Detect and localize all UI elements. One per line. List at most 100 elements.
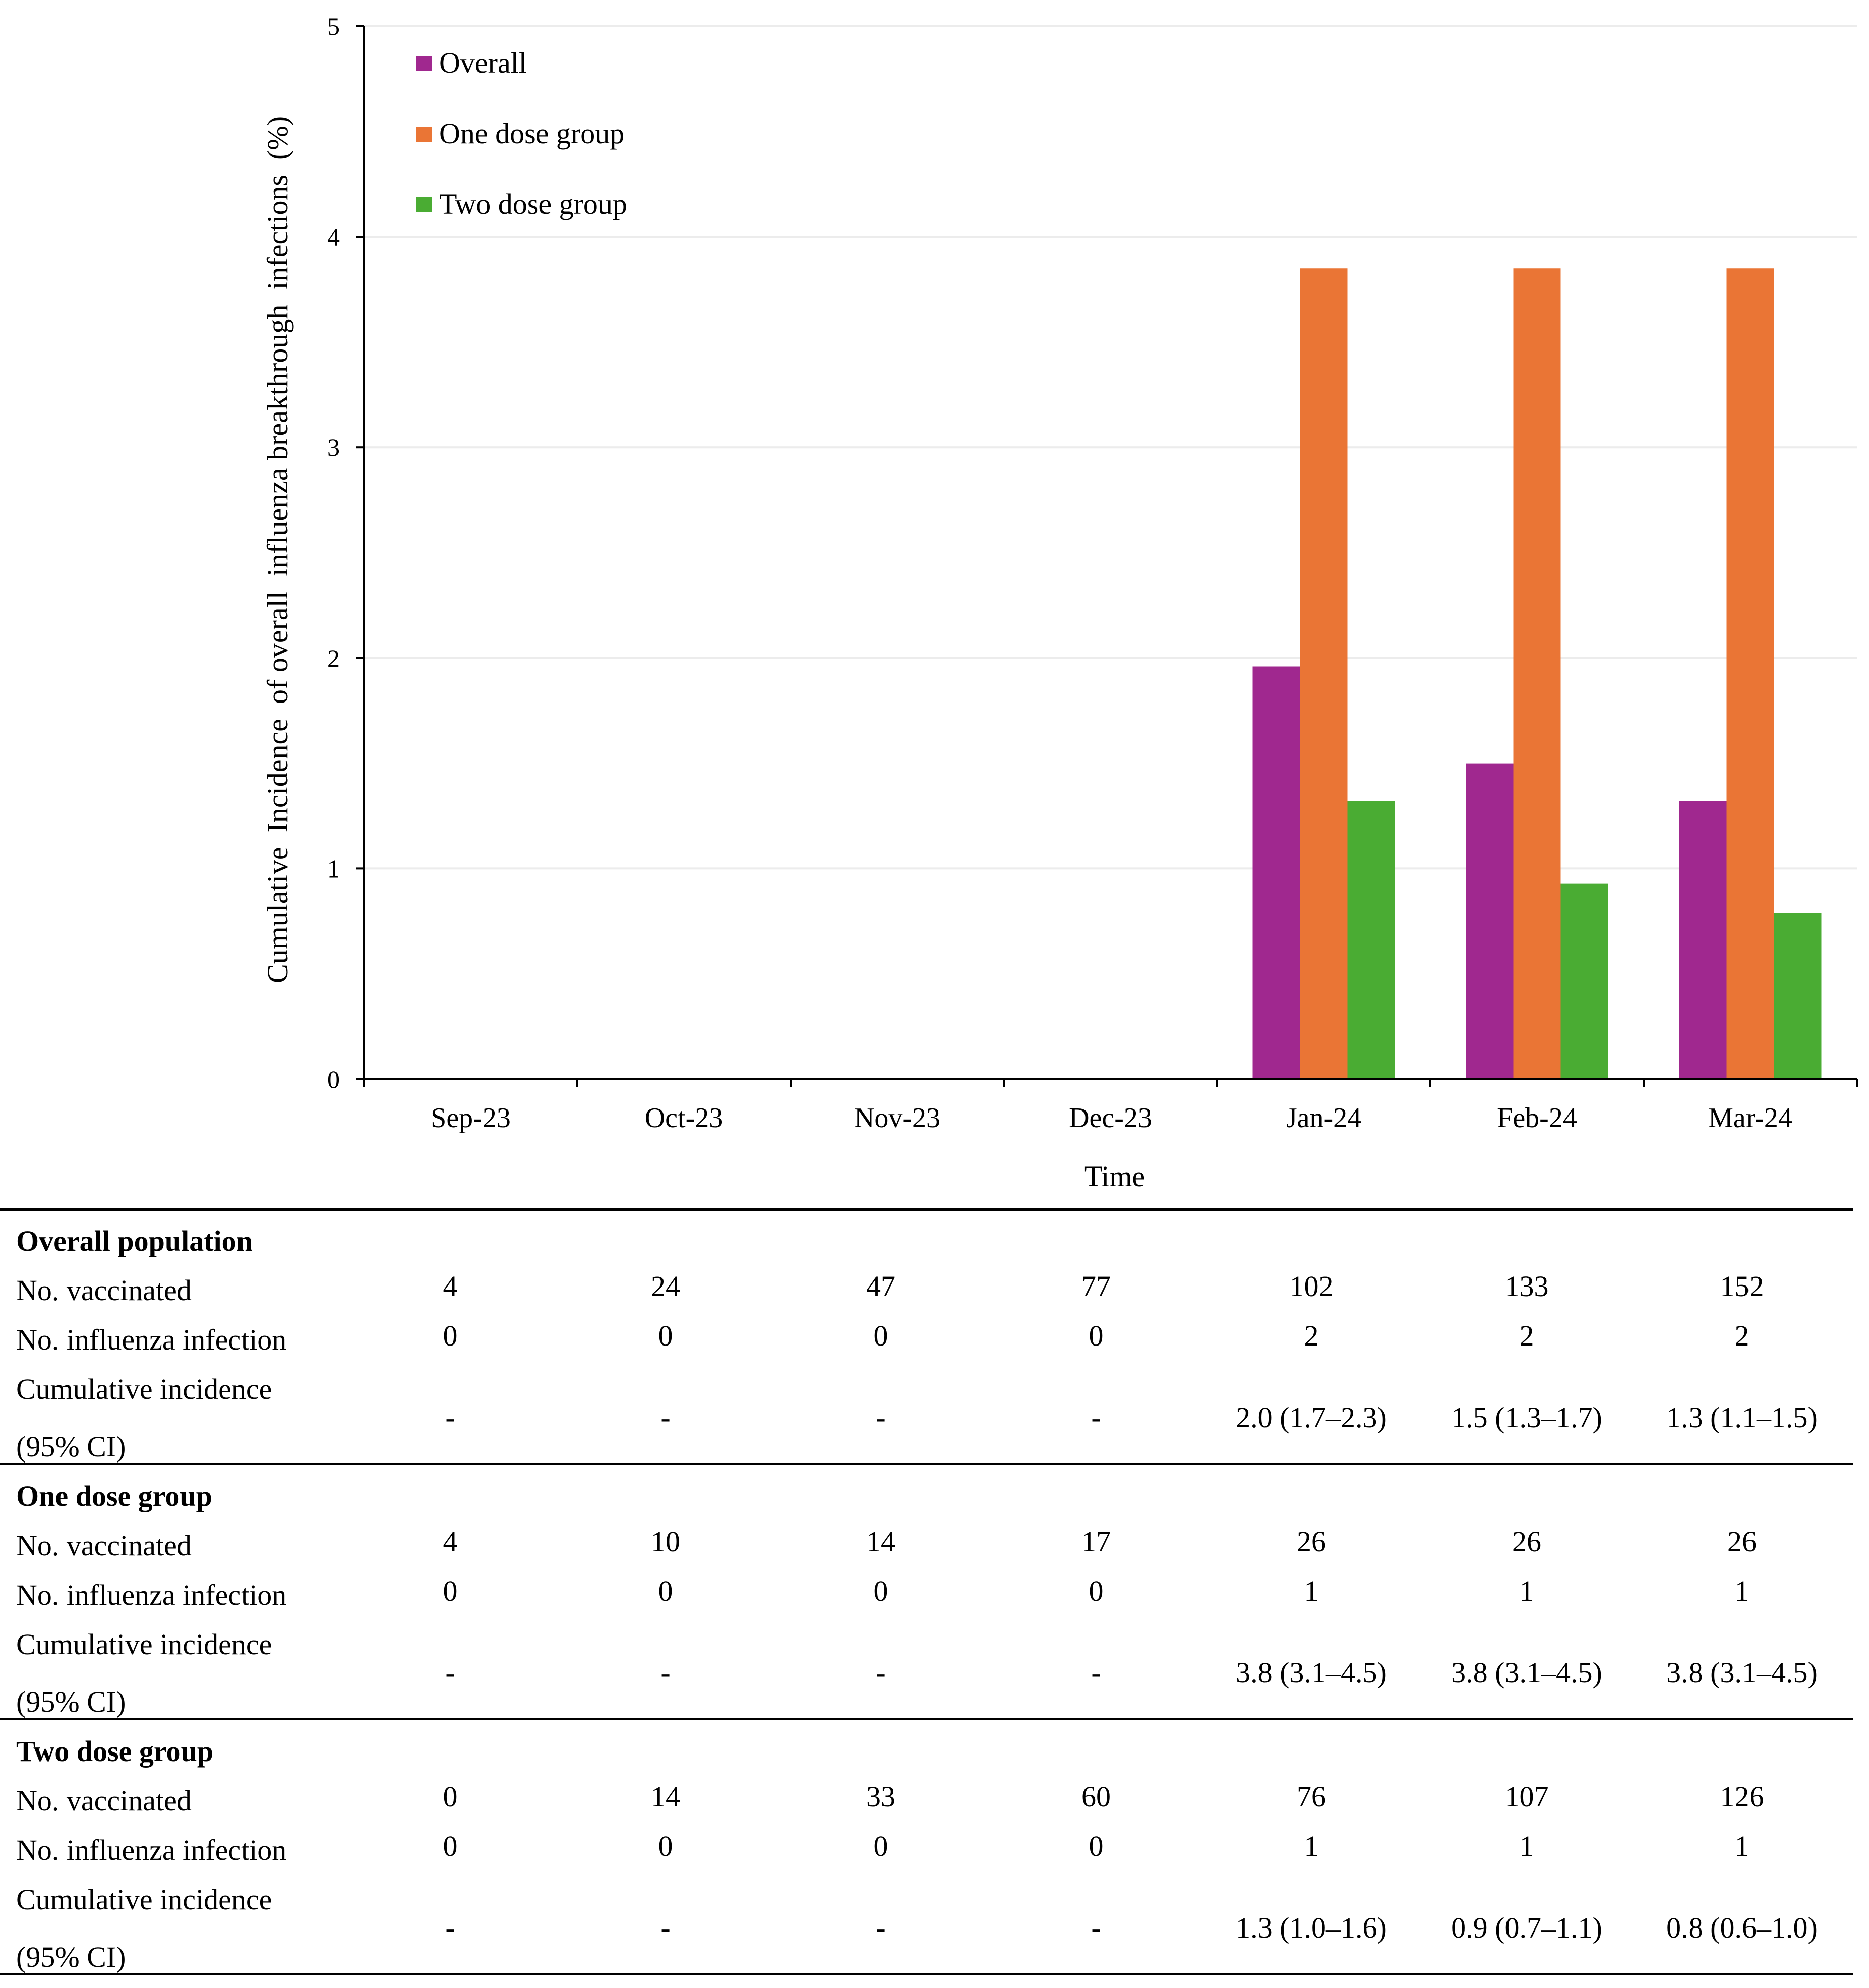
table-cell: 1.5 (1.3–1.7) (1451, 1401, 1602, 1434)
table-cell: 3.8 (3.1–4.5) (1451, 1656, 1602, 1689)
table-cell: 0.9 (0.7–1.1) (1451, 1911, 1602, 1944)
legend-swatch (416, 197, 432, 212)
table-cell: 0 (443, 1780, 458, 1813)
table-cell: 77 (1081, 1270, 1111, 1303)
x-tick-label: Sep-23 (431, 1102, 511, 1134)
x-tick-label: Feb-24 (1497, 1102, 1577, 1134)
bar (1560, 883, 1608, 1079)
y-axis-title: Cumulative Incidence of overall influenz… (261, 116, 294, 983)
bar (1679, 801, 1727, 1079)
table-cell: 2.0 (1.7–2.3) (1236, 1401, 1387, 1434)
table-cell: 2 (1734, 1319, 1750, 1352)
x-tick-labels: Sep-23 Oct-23 Nov-23 Dec-23 Jan-24 Feb-24 Mar-… (431, 1102, 1792, 1134)
x-tick-label: Jan-24 (1286, 1102, 1361, 1134)
table-cell: 133 (1504, 1270, 1549, 1303)
table-cell: 0 (658, 1574, 673, 1607)
table-cell: 1.3 (1.1–1.5) (1666, 1401, 1818, 1434)
table-cell: 47 (866, 1270, 895, 1303)
bars (1252, 268, 1822, 1079)
bar (1513, 268, 1561, 1079)
table-cell: 126 (1720, 1780, 1764, 1813)
bar (1726, 268, 1774, 1079)
table-cell: 24 (651, 1270, 680, 1303)
table-cell: - (876, 1911, 886, 1944)
table-cell: 2 (1519, 1319, 1534, 1352)
table-cell: 3.8 (3.1–4.5) (1236, 1656, 1387, 1689)
section-title: One dose group (16, 1480, 212, 1512)
table-cell: 14 (651, 1780, 680, 1813)
y-tick-label: 2 (327, 644, 340, 672)
table-cell: - (1091, 1401, 1101, 1434)
table-cell: 1 (1304, 1830, 1319, 1862)
table-cell: - (660, 1911, 671, 1944)
y-tick-label: 1 (327, 854, 340, 883)
row-label: No. influenza infection (16, 1834, 287, 1866)
table-cell: 1 (1304, 1574, 1319, 1607)
row-label: No. vaccinated (16, 1529, 192, 1562)
table-rule (0, 1973, 1853, 1975)
table-cell: - (445, 1656, 455, 1689)
table-cell: 1.3 (1.0–1.6) (1236, 1911, 1387, 1944)
row-label-line2: (95% CI) (16, 1685, 126, 1718)
y-tick-label: 0 (327, 1065, 340, 1093)
legend-label: Two dose group (439, 188, 627, 220)
table-cell: 0 (443, 1574, 458, 1607)
table-cell: 0 (1089, 1319, 1104, 1352)
legend: Overall One dose group Two dose group (416, 46, 627, 220)
table-cell: 0 (873, 1574, 888, 1607)
table-cell: - (660, 1656, 671, 1689)
table-cell: - (876, 1656, 886, 1689)
row-label: Cumulative incidence (16, 1883, 272, 1916)
table-cell: - (1091, 1911, 1101, 1944)
table-rule (0, 1463, 1853, 1465)
table-cell: 17 (1081, 1525, 1111, 1558)
x-tick-label: Mar-24 (1708, 1102, 1792, 1134)
table-cell: 26 (1512, 1525, 1541, 1558)
table-cell: 76 (1297, 1780, 1326, 1813)
row-label: No. influenza infection (16, 1578, 287, 1611)
legend-swatch (416, 56, 432, 71)
table-cell: 0 (658, 1319, 673, 1352)
section-title: Overall population (16, 1224, 253, 1257)
table-cell: 102 (1289, 1270, 1334, 1303)
y-tick-label: 4 (327, 223, 340, 251)
table-cell: 33 (866, 1780, 895, 1813)
table-rule (0, 1718, 1853, 1720)
row-label-line2: (95% CI) (16, 1430, 126, 1463)
table-cell: 0 (873, 1830, 888, 1862)
x-tick-label: Oct-23 (645, 1102, 724, 1134)
row-label: No. vaccinated (16, 1784, 192, 1817)
section-title: Two dose group (16, 1735, 214, 1768)
table-cell: 60 (1081, 1780, 1111, 1813)
table-cell: 1 (1734, 1830, 1750, 1862)
table-cell: - (445, 1401, 455, 1434)
table-cell: 0.8 (0.6–1.0) (1666, 1911, 1818, 1944)
table-cell: 1 (1519, 1830, 1534, 1862)
bar (1774, 913, 1822, 1079)
bar (1466, 763, 1514, 1079)
table-cell: 0 (658, 1830, 673, 1862)
table-cell: 26 (1297, 1525, 1326, 1558)
table-cell: 14 (866, 1525, 895, 1558)
table-rule (0, 1208, 1853, 1211)
axes (363, 26, 1858, 1087)
table-cell: 0 (873, 1319, 888, 1352)
bar (1252, 666, 1300, 1079)
row-label: No. vaccinated (16, 1274, 192, 1307)
y-tick-labels: 0 1 2 3 4 5 (327, 12, 364, 1093)
table-cell: 0 (443, 1830, 458, 1862)
legend-swatch (416, 127, 432, 142)
legend-label: Overall (439, 46, 527, 79)
table-cell: - (660, 1401, 671, 1434)
table-cell: 152 (1720, 1270, 1764, 1303)
table-cell: 3.8 (3.1–4.5) (1666, 1656, 1818, 1689)
table-cell: - (445, 1911, 455, 1944)
table-cell: 10 (651, 1525, 680, 1558)
table-cell: - (876, 1401, 886, 1434)
row-label: Cumulative incidence (16, 1628, 272, 1661)
table-cell: 4 (443, 1525, 458, 1558)
bar (1347, 801, 1395, 1079)
y-tick-label: 3 (327, 433, 340, 461)
y-tick-label: 5 (327, 12, 340, 40)
bar (1300, 268, 1348, 1079)
